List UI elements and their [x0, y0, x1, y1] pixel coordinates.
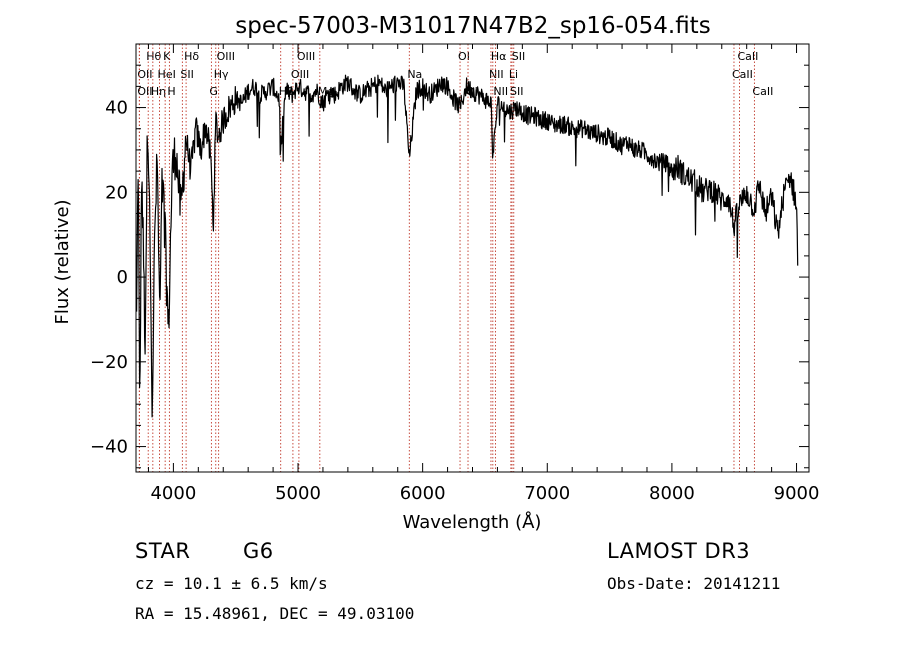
plot-frame	[135, 43, 810, 473]
x-tick-label: 7000	[524, 483, 570, 504]
annotation-label: OII	[137, 85, 152, 98]
x-tick-label: 4000	[150, 483, 196, 504]
annotation-label: SII	[512, 50, 525, 63]
y-tick-label: −40	[90, 437, 128, 458]
annotation-label: Hη	[151, 85, 166, 98]
annotation-label: OII	[137, 68, 152, 81]
annotation-label: CaII	[752, 85, 773, 98]
annotation-label: Hθ	[146, 50, 161, 63]
annotation-label: NII	[489, 68, 504, 81]
y-tick-label: −20	[90, 352, 128, 373]
redshift-value: cz = 10.1 ± 6.5 km/s	[135, 574, 328, 593]
y-tick-label: 20	[105, 182, 128, 203]
x-tick-label: 9000	[774, 483, 820, 504]
x-tick-label: 8000	[649, 483, 695, 504]
annotation-label: OIII	[217, 50, 235, 63]
y-tick-label: 40	[105, 98, 128, 119]
flux-series-line	[136, 74, 799, 418]
annotation-label: Hα	[491, 50, 507, 63]
annotation-label: Hδ	[184, 50, 199, 63]
annotation-label: Hγ	[214, 68, 229, 81]
annotation-label: OIII	[297, 50, 315, 63]
x-tick-label: 6000	[400, 483, 446, 504]
annotation-label: OI	[458, 50, 470, 63]
x-axis-label: Wavelength (Å)	[403, 511, 542, 533]
object-class: STAR	[135, 539, 191, 563]
annotation-label: HeI	[158, 68, 176, 81]
annotation-label: SII	[510, 85, 523, 98]
annotation-label: NII	[493, 85, 508, 98]
survey-name: LAMOST DR3	[607, 539, 751, 563]
observation-date: Obs-Date: 20141211	[607, 574, 781, 593]
annotation-label: H	[167, 85, 175, 98]
x-tick-label: 5000	[275, 483, 321, 504]
annotation-label: CaII	[737, 50, 758, 63]
chart-title: spec-57003-M31017N47B2_sp16-054.fits	[235, 13, 710, 39]
annotation-label: OIII	[291, 68, 309, 81]
y-axis-label: Flux (relative)	[52, 199, 73, 324]
annotation-label: Li	[509, 68, 518, 81]
y-tick-label: 0	[117, 267, 128, 288]
sky-coordinates: RA = 15.48961, DEC = 49.03100	[135, 604, 415, 623]
annotation-label: SII	[180, 68, 193, 81]
annotation-label: K	[163, 50, 171, 63]
annotation-label: G	[209, 85, 218, 98]
axis-ticks: 4000 5000 6000 7000 8000 9000 −40 −20 0 20 40	[90, 44, 819, 504]
annotation-label: Na	[407, 68, 422, 81]
object-subclass: G6	[243, 539, 274, 563]
annotation-label: CaII	[732, 68, 753, 81]
